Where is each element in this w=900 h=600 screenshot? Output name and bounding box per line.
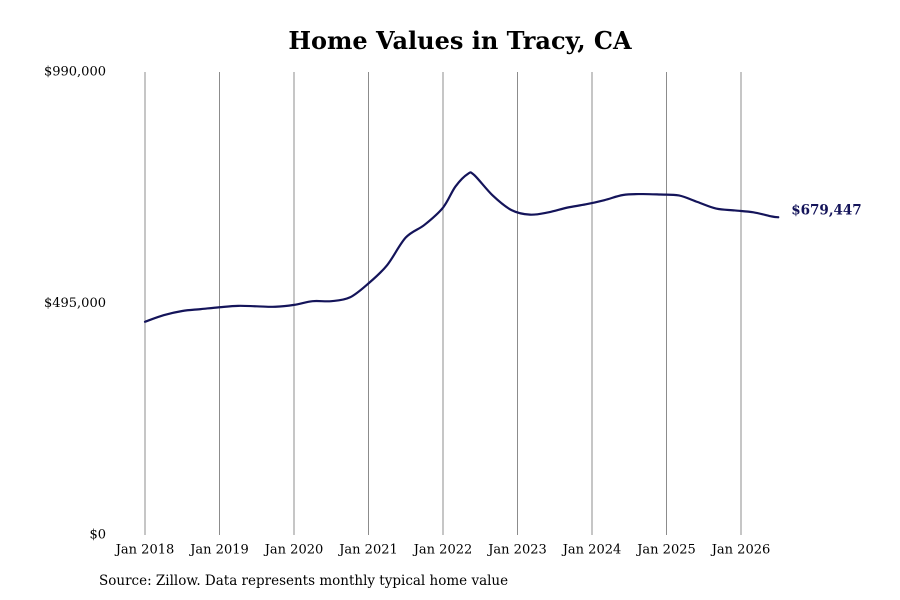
data-point-0-35: [771, 215, 773, 217]
data-point-0-26: [603, 199, 605, 201]
y-axis-tick-labels: $0 $495,000 $990,000: [44, 65, 106, 543]
data-point-0-31: [696, 201, 698, 203]
x-axis-tick-labels: Jan 2018 Jan 2019 Jan 2020 Jan 2021 Jan 2022…: [114, 543, 771, 558]
x-tick-label-5: Jan 2023: [486, 543, 547, 558]
data-point-0-36: [777, 216, 779, 218]
x-tick-label-7: Jan 2025: [635, 543, 696, 558]
chart-title: Home Values in Tracy, CA: [288, 26, 632, 55]
x-tick-label-4: Jan 2022: [412, 543, 473, 558]
data-point-0-25: [585, 203, 587, 205]
data-point-0-2: [181, 310, 183, 312]
y-tick-label-1: $495,000: [44, 296, 106, 311]
data-point-0-8: [293, 304, 295, 306]
data-point-0-1: [162, 314, 164, 316]
data-point-0-5: [237, 305, 239, 307]
data-point-0-29: [659, 193, 661, 195]
data-point-0-33: [734, 209, 736, 211]
data-point-0-9: [311, 300, 313, 302]
x-tick-label-0: Jan 2018: [114, 543, 175, 558]
x-tick-label-3: Jan 2021: [337, 543, 398, 558]
y-tick-label-0: $0: [89, 528, 106, 543]
data-point-0-17: [454, 185, 456, 187]
end-labels: $679,447: [791, 203, 861, 219]
series-line-0: [143, 171, 780, 323]
y-tick-label-2: $990,000: [44, 65, 106, 80]
end-value-label-0: $679,447: [791, 203, 861, 219]
data-point-0-14: [405, 236, 407, 238]
data-point-0-15: [423, 224, 425, 226]
data-point-0-12: [367, 282, 369, 284]
x-tick-label-8: Jan 2026: [710, 543, 771, 558]
source-note: Source: Zillow. Data represents monthly …: [99, 573, 509, 589]
data-point-0-30: [678, 194, 680, 196]
series-layer: [143, 171, 780, 323]
data-point-0-16: [442, 206, 444, 208]
data-point-0-4: [218, 306, 220, 308]
data-point-0-19: [473, 174, 475, 176]
data-point-0-32: [715, 207, 717, 209]
data-point-0-13: [386, 264, 388, 266]
data-point-0-18: [467, 173, 469, 175]
data-point-0-20: [491, 194, 493, 196]
data-point-0-11: [349, 296, 351, 298]
x-tick-label-2: Jan 2020: [263, 543, 324, 558]
data-point-0-3: [200, 308, 202, 310]
data-point-0-0: [144, 321, 146, 323]
data-point-0-21: [510, 209, 512, 211]
data-point-0-24: [566, 206, 568, 208]
gridlines: [144, 72, 742, 535]
data-point-0-27: [622, 194, 624, 196]
x-tick-label-6: Jan 2024: [561, 543, 622, 558]
data-point-0-7: [274, 306, 276, 308]
data-point-0-10: [330, 300, 332, 302]
data-point-0-28: [640, 193, 642, 195]
data-point-0-34: [752, 211, 754, 213]
data-point-0-22: [529, 213, 531, 215]
data-point-0-6: [256, 305, 258, 307]
x-tick-label-1: Jan 2019: [188, 543, 249, 558]
data-point-0-23: [547, 211, 549, 213]
